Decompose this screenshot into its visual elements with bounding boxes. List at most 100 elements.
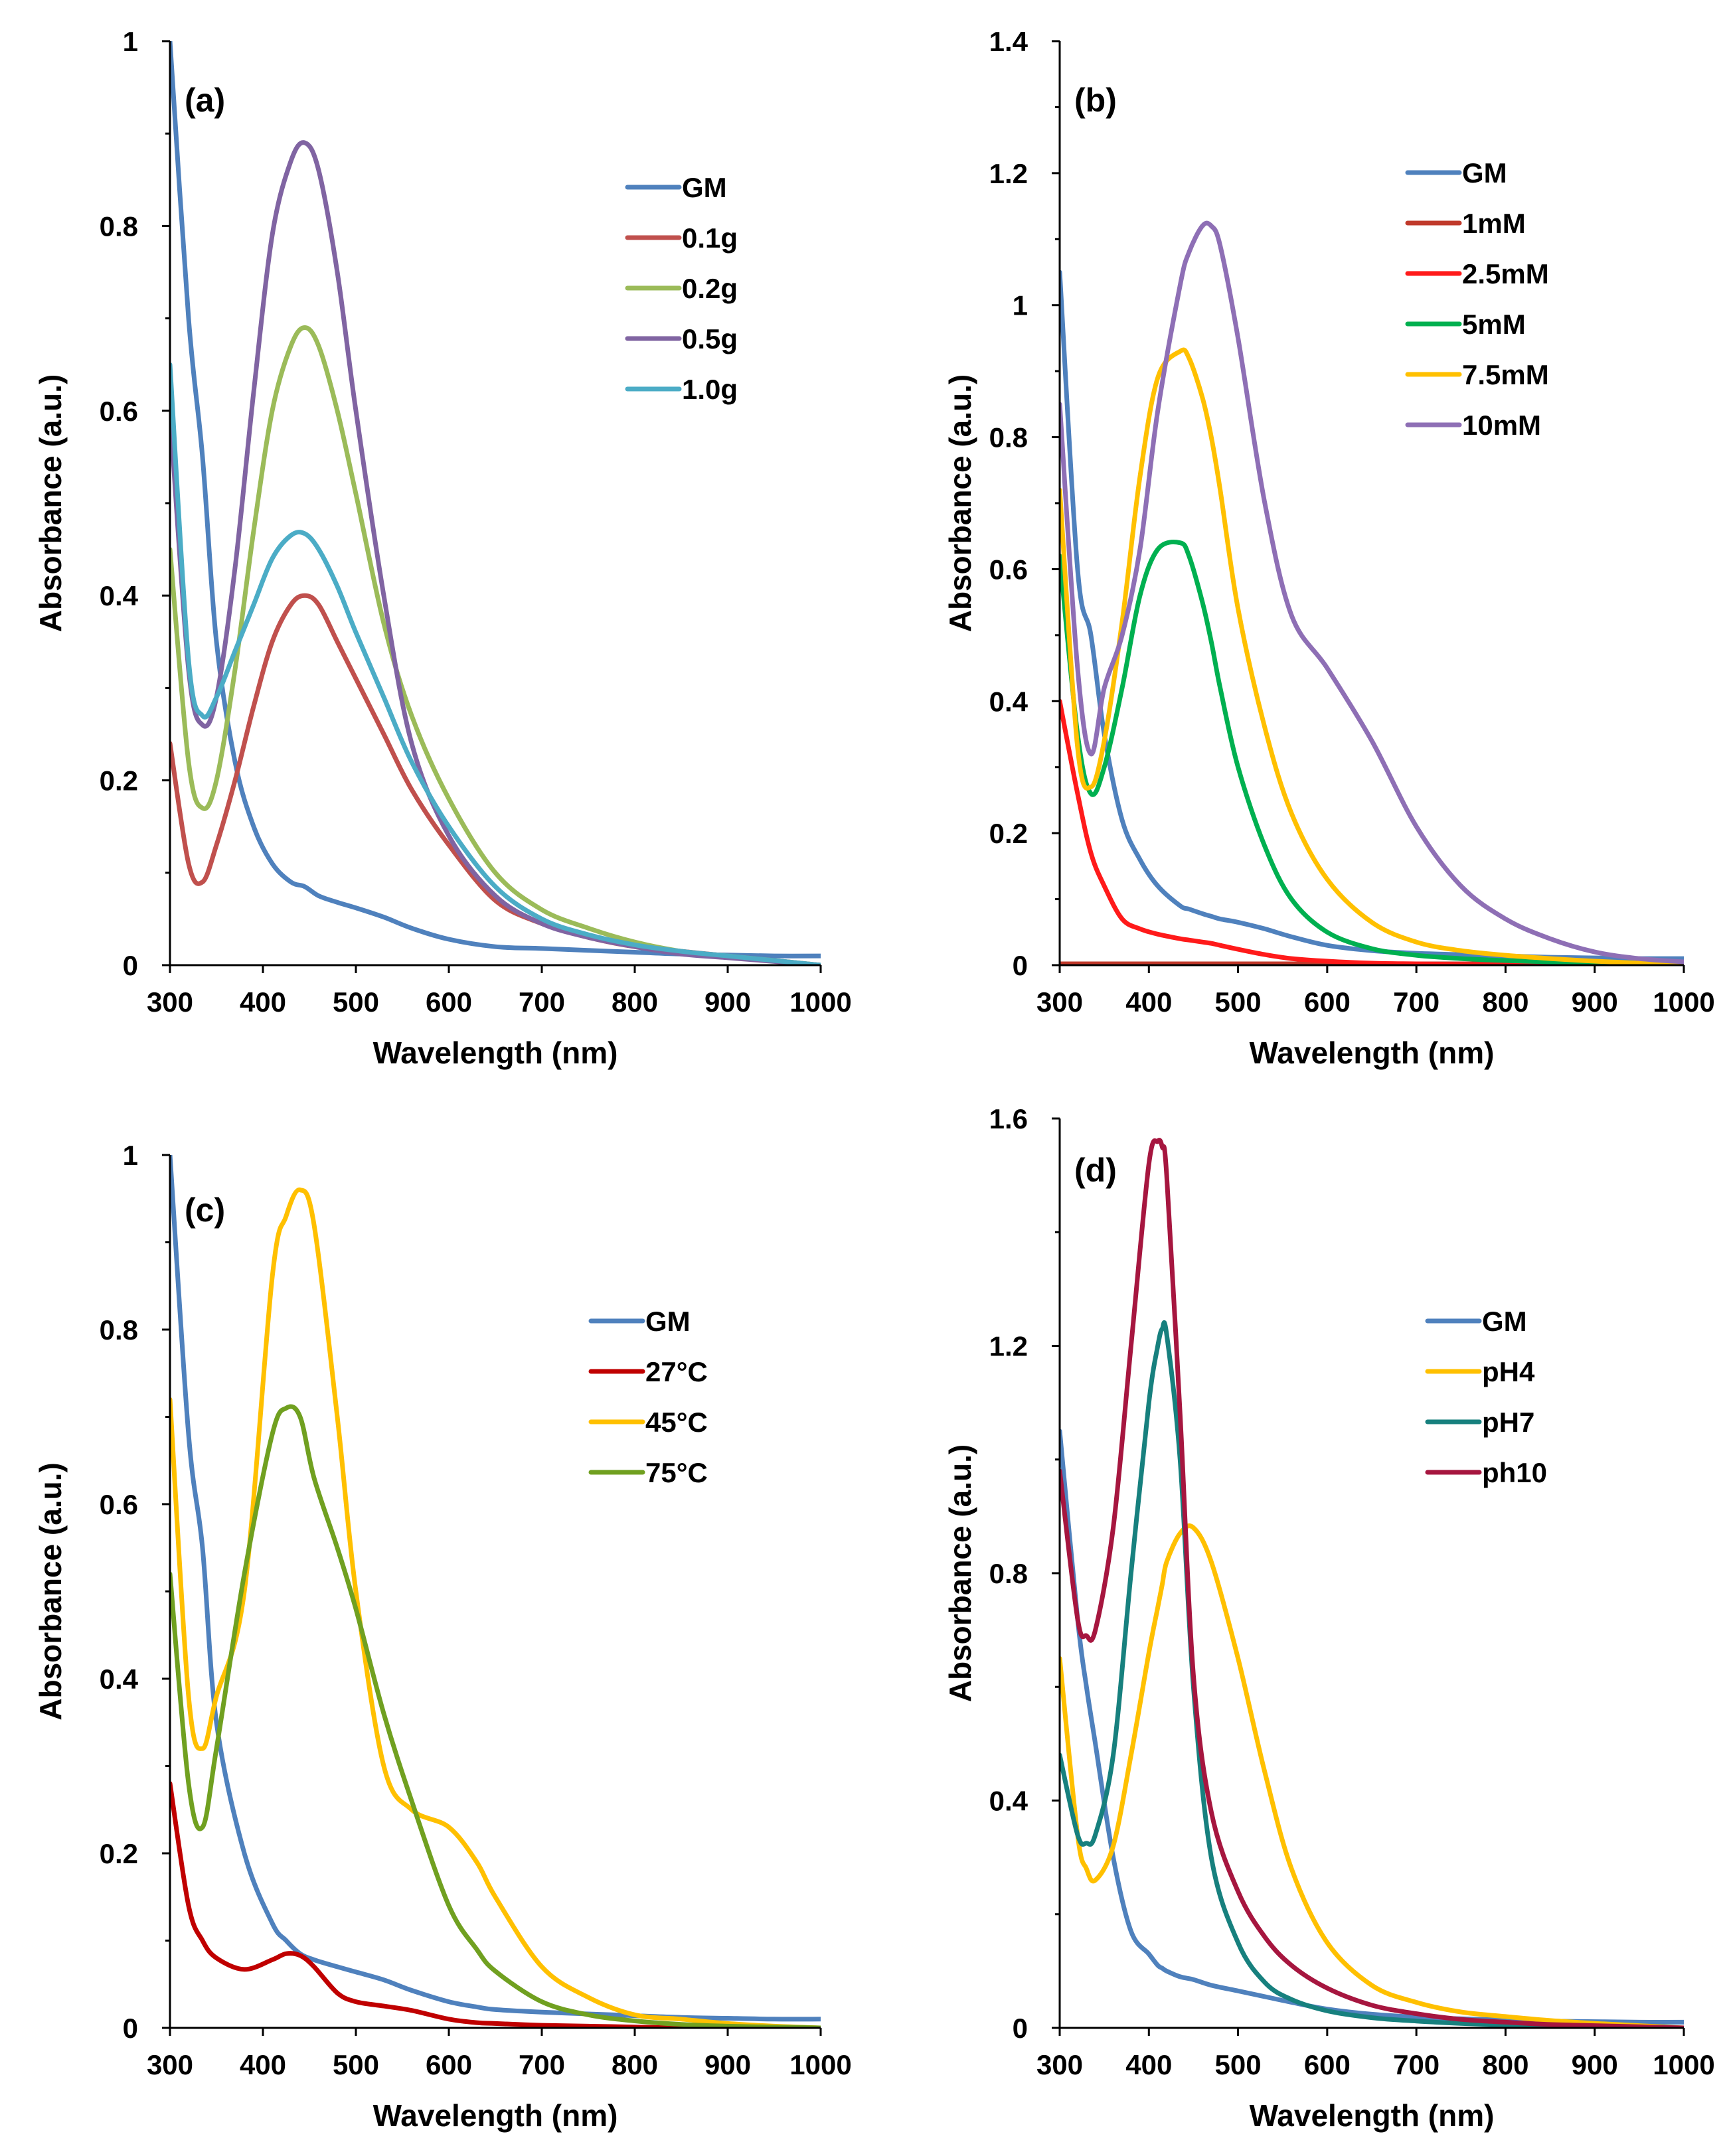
series-line-pH4 [1060,1523,1684,2028]
legend-label: 0.5g [682,323,738,354]
x-tick-label: 900 [1572,986,1618,1018]
legend-label: 2.5mM [1462,258,1549,289]
y-tick-label: 0.2 [989,818,1028,849]
legend: GM 0.1g 0.2g 0.5g 1.0g [625,172,738,405]
x-tick-label: 600 [426,986,472,1018]
x-tick-label: 600 [1304,986,1351,1018]
x-tick-label: 600 [1304,2049,1351,2080]
legend-label: GM [645,1306,691,1337]
legend-label: 45°C [645,1407,708,1438]
legend-label: GM [1482,1306,1527,1337]
x-tick-label: 900 [704,2049,751,2080]
x-tick-label: 900 [704,986,751,1018]
y-tick-label: 0.4 [100,580,139,611]
x-tick-label: 1000 [1653,986,1714,1018]
x-tick-label: 1000 [789,2049,851,2080]
panel-label: (d) [1074,1152,1117,1189]
panel-a: 300 400 500 600 700 800 900 1000 0 0.2 0.4 0.6 0.8 1 W… [33,26,852,1070]
x-tick-label: 400 [1125,986,1172,1018]
x-tick-label: 600 [426,2049,472,2080]
y-tick-label: 0 [123,2013,138,2044]
y-tick-label: 0 [123,950,138,981]
legend-label: 7.5mM [1462,359,1549,390]
x-axis-title: Wavelength (nm) [1250,2098,1495,2133]
series-line-27°C [170,1781,821,2028]
y-tick-label: 0.6 [100,396,138,427]
y-tick-label: 1.2 [989,158,1028,189]
x-tick-label: 500 [1215,2049,1262,2080]
plot-area [1060,1138,1684,2028]
x-tick-label: 500 [1215,986,1262,1018]
y-tick-label: 0.4 [989,1786,1029,1817]
legend: GM pH4 pH7 ph10 [1425,1306,1547,1488]
panel-label: (b) [1074,82,1117,119]
legend-label: 10mM [1462,410,1541,441]
y-tick-label: 1 [1013,290,1028,321]
x-tick-label: 300 [147,986,193,1018]
panel-b: 300 400 500 600 700 800 900 1000 0 0.2 0.4 0.6 0.8 1 1… [943,26,1715,1070]
legend-label: ph10 [1482,1457,1547,1488]
x-axis-title: Wavelength (nm) [373,1036,618,1070]
y-axis-title: Absorbance (a.u.) [33,374,68,633]
y-tick-label: 1 [123,1140,138,1171]
legend: GM 27°C 45°C 75°C [588,1306,708,1488]
x-tick-label: 700 [1393,986,1440,1018]
x-tick-label: 500 [333,2049,379,2080]
series-line-GM [170,41,821,959]
y-tick-label: 0.8 [989,1558,1028,1589]
y-axis-title: Absorbance (a.u.) [943,1444,977,1703]
y-tick-label: 0.2 [100,765,138,797]
series-line-1.0g [170,362,821,965]
legend: GM 1mM 2.5mM 5mM 7.5mM 10mM [1405,157,1549,441]
x-tick-label: 400 [240,2049,286,2080]
x-tick-label: 700 [1393,2049,1440,2080]
legend-label: GM [682,172,727,203]
series-line-5mM [1060,540,1684,965]
y-tick-label: 0.6 [100,1489,138,1520]
y-tick-label: 1.6 [989,1103,1028,1134]
series-line-45°C [170,1188,821,2028]
legend-label: 1.0g [682,374,738,405]
legend-label: pH7 [1482,1407,1534,1438]
y-tick-label: 0.4 [989,686,1029,717]
x-axis-title: Wavelength (nm) [373,2098,618,2133]
y-tick-label: 1.2 [989,1331,1028,1362]
x-tick-label: 900 [1572,2049,1618,2080]
y-tick-label: 0.2 [100,1838,138,1869]
plot-area [1060,220,1684,965]
x-tick-label: 1000 [789,986,851,1018]
x-axis-title: Wavelength (nm) [1250,1036,1495,1070]
series-line-0.1g [170,593,821,965]
x-tick-label: 800 [1482,2049,1528,2080]
y-tick-label: 0 [1013,2013,1028,2044]
y-tick-label: 0.4 [100,1663,139,1695]
series-line-7.5mM [1060,347,1684,965]
x-tick-label: 800 [1482,986,1528,1018]
series-line-0.5g [170,140,821,965]
y-tick-label: 1.4 [989,26,1029,57]
y-axis-title: Absorbance (a.u.) [33,1462,68,1721]
legend-label: 75°C [645,1457,708,1488]
x-tick-label: 700 [519,986,565,1018]
legend-label: GM [1462,157,1507,189]
x-tick-label: 700 [519,2049,565,2080]
panel-d: 300 400 500 600 700 800 900 1000 0 0.4 0.8 1.2 1.6 Wa… [943,1103,1715,2133]
y-tick-label: 0.8 [100,210,138,242]
series-line-GM [1060,270,1684,961]
series-line-75°C [170,1404,821,2028]
x-tick-label: 800 [612,986,658,1018]
series-line-10mM [1060,220,1684,964]
x-tick-label: 800 [612,2049,658,2080]
plot-area [170,41,821,965]
x-tick-label: 1000 [1653,2049,1714,2080]
x-tick-label: 400 [1125,2049,1172,2080]
x-tick-label: 300 [147,2049,193,2080]
series-line-pH7 [1060,1320,1684,2028]
panel-label: (c) [185,1192,225,1229]
y-tick-label: 0.8 [100,1314,138,1346]
legend-label: 1mM [1462,208,1526,239]
y-tick-label: 1 [123,26,138,57]
series-line-0.2g [170,325,821,965]
panel-label: (a) [185,82,225,119]
legend-label: 5mM [1462,309,1526,340]
